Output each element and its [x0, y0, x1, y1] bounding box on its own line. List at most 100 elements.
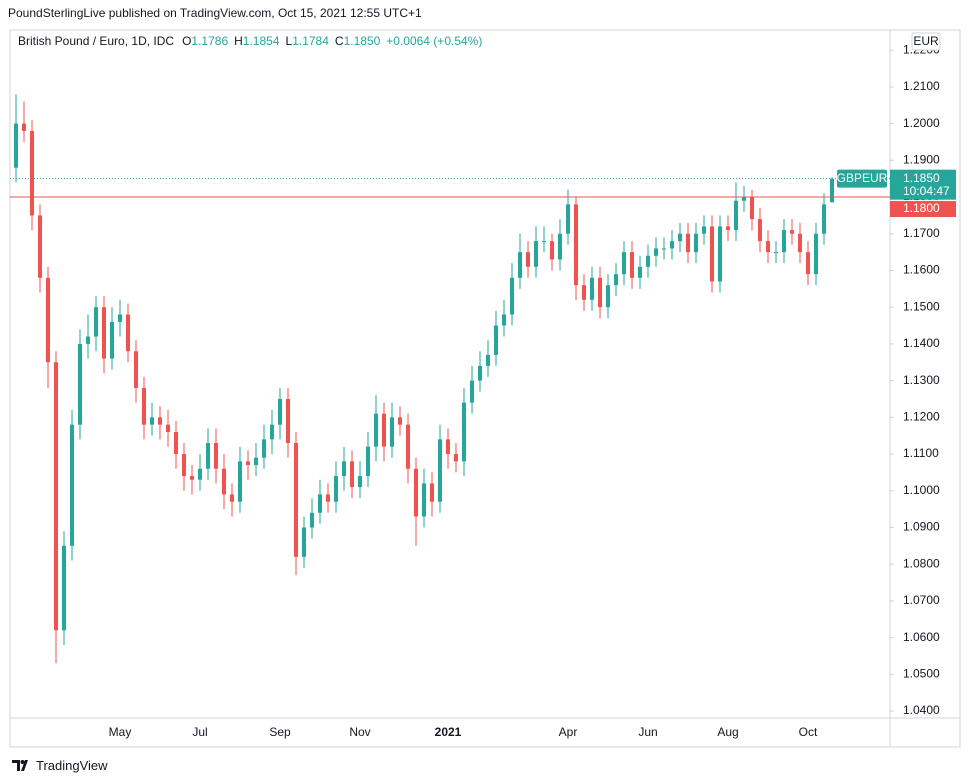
currency: EUR [913, 34, 939, 48]
symbol-title: British Pound / Euro, 1D, IDC [18, 34, 175, 48]
candle-body [270, 424, 274, 440]
price-label: 1.1850 [903, 171, 940, 185]
y-tick-label: 1.0900 [903, 520, 940, 534]
candle-body [446, 439, 450, 455]
candle-body [518, 252, 522, 278]
page-header: PoundSterlingLive published on TradingVi… [8, 6, 422, 20]
candle-body [486, 354, 490, 366]
candle-body [782, 230, 786, 253]
candle-body [438, 439, 442, 502]
candle-body [670, 241, 674, 249]
candle-body [582, 285, 586, 300]
y-tick-label: 1.1400 [903, 336, 940, 350]
candle-body [510, 277, 514, 315]
y-tick-label: 1.0700 [903, 593, 940, 607]
candle-body [622, 252, 626, 275]
candle-body [294, 443, 298, 557]
candle-body [774, 252, 778, 254]
candle-body [22, 123, 26, 131]
candle-body [830, 178, 834, 203]
y-tick-label: 1.0800 [903, 556, 940, 570]
x-tick-label: Aug [717, 725, 738, 739]
candle-body [142, 387, 146, 425]
x-tick-label: Oct [799, 725, 818, 739]
candle-body [182, 454, 186, 477]
candle-body [206, 443, 210, 469]
candle-body [694, 233, 698, 253]
candle-body [742, 197, 746, 201]
candle-body [598, 277, 602, 308]
legend-value: 1.1854 [242, 34, 280, 48]
candle-body [414, 468, 418, 517]
y-tick-label: 1.1000 [903, 483, 940, 497]
candle-body [366, 446, 370, 477]
candle-body [62, 545, 66, 631]
currency-box[interactable] [911, 32, 941, 51]
candle-body [38, 215, 42, 278]
candle-body [542, 241, 546, 243]
candle-body [30, 130, 34, 216]
candle-body [462, 402, 466, 462]
candle-body [374, 413, 378, 447]
candle-body [358, 476, 362, 488]
candle-body [318, 494, 322, 513]
y-tick-label: 1.1200 [903, 409, 940, 423]
candle-body [134, 351, 138, 388]
candle-body [630, 252, 634, 278]
candle-body [310, 512, 314, 528]
candle-body [46, 277, 50, 363]
candle-body [14, 123, 18, 168]
x-tick-label: 2021 [435, 725, 462, 739]
price-label: 1.1800 [903, 201, 940, 215]
candle-body [342, 461, 346, 477]
legend-label: C [334, 34, 344, 48]
candle-body [766, 241, 770, 253]
candle-body [334, 476, 338, 502]
y-tick-label: 1.0400 [903, 703, 940, 717]
candle-body [550, 241, 554, 260]
legend-change: +0.0064 (+0.54%) [386, 34, 483, 48]
candle-body [734, 200, 738, 231]
legend-label: L [285, 34, 293, 48]
candle-body [230, 494, 234, 502]
brand: TradingView [36, 758, 108, 773]
candle-body [718, 226, 722, 282]
y-tick-label: 1.1600 [903, 263, 940, 277]
y-tick-label: 1.2000 [903, 116, 940, 130]
price-label-box [890, 169, 956, 200]
candle-body [710, 226, 714, 282]
candle-body [398, 417, 402, 425]
candle-body [822, 204, 826, 234]
candle-body [534, 241, 538, 267]
x-tick-label: Nov [349, 725, 370, 739]
candle-body [662, 248, 666, 250]
candle-body [350, 461, 354, 488]
legend-label: O [182, 34, 192, 48]
candle-body [566, 204, 570, 234]
candle-body [814, 233, 818, 275]
candle-body [686, 233, 690, 253]
candle-body [70, 424, 74, 546]
candle-body [574, 204, 578, 286]
candle-body [590, 277, 594, 300]
y-tick-label: 1.1100 [903, 446, 939, 460]
y-axis: 1.22001.21001.20001.19001.18001.17001.16… [890, 42, 940, 717]
candle-body [118, 314, 122, 322]
candle-body [110, 321, 114, 359]
chart-frame [9, 29, 961, 748]
candle-body [78, 343, 82, 425]
candle-body [158, 417, 162, 425]
candle-body [198, 468, 202, 480]
candle-body [614, 274, 618, 286]
candle-body [406, 424, 410, 469]
x-tick-label: May [109, 725, 132, 739]
x-tick-label: Apr [559, 725, 578, 739]
candle-body [502, 314, 506, 326]
candle-body [678, 233, 682, 242]
candle-body [646, 255, 650, 267]
candle-body [286, 398, 290, 444]
candle-body [102, 307, 106, 359]
candle-body [638, 266, 642, 278]
